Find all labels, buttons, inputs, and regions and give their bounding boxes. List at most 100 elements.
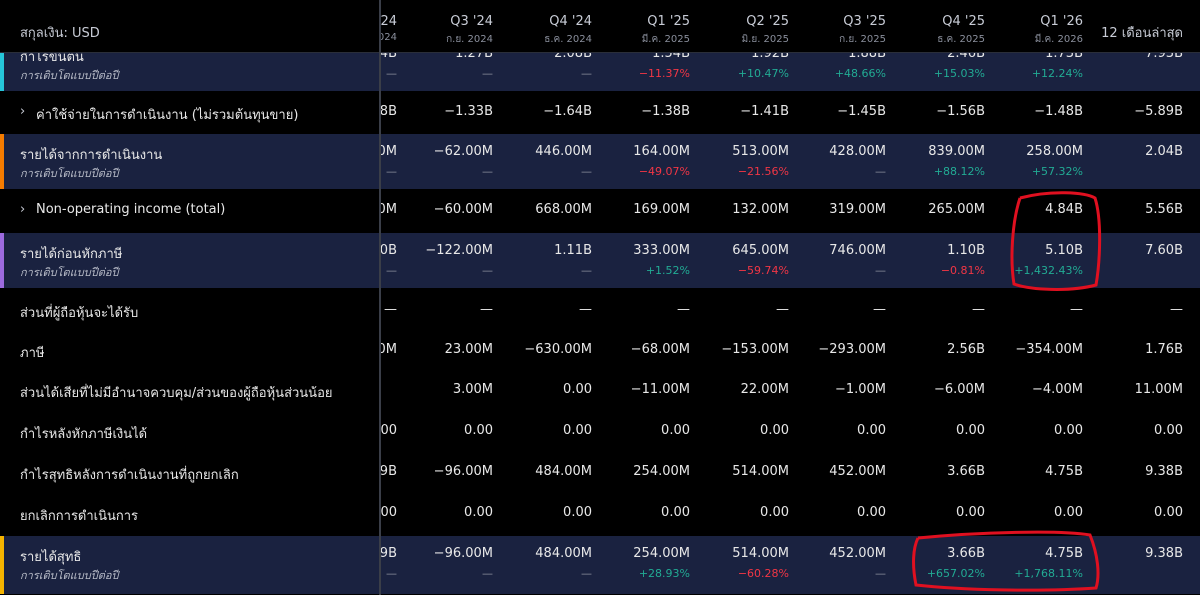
cell-value: 0.00 [857,505,886,520]
cell-value: 3.66B [947,464,985,479]
cell-value: 00 [380,505,397,520]
column-date: ก.ย. 2024 [446,34,493,45]
cell-value: −96.00M [433,546,493,561]
row-label: ส่วนได้เสียที่ไม่มีอำนาจควบคุม/ส่วนของผู… [20,386,333,401]
cell-value: — [1170,302,1183,317]
growth-value: — [581,567,592,580]
cell-value: 0.00 [563,423,592,438]
clipped-cell: 9B [380,452,400,493]
growth-label: การเติบโตแบบปีต่อปี [20,167,119,180]
growth-value: −60.28% [737,567,789,580]
growth-value: +10.47% [737,67,789,80]
cell-value: −62.00M [433,144,493,159]
growth-value: −59.74% [737,264,789,277]
table-row: กำไรสุทธิหลังการดำเนินงานที่ถูกยกเลิก 9B −… [0,452,1200,493]
column-date: ก.ย. 2025 [839,34,886,45]
column-period: Q2 '25 [746,14,789,29]
cell-value: 484.00M [535,464,592,479]
row-label: Non-operating income (total) [36,202,226,217]
cell-value: 9B [380,546,397,561]
cell-value: 0.00 [563,505,592,520]
cell-value: 514.00M [732,464,789,479]
cell-value: −1.48B [1034,104,1083,119]
growth-value: — [386,165,397,178]
growth-value: +15.03% [933,67,985,80]
cell-value: −6.00M [933,382,985,397]
cell-value: 5.56B [1145,202,1183,217]
column-date: มี.ค. 2026 [1034,34,1083,45]
cell-value: 7.60B [1145,243,1183,258]
column-date: ธ.ค. 2024 [544,34,592,45]
column-date: 024 [380,32,397,43]
cell-value: 2.04B [1145,144,1183,159]
cell-value: 0.00 [1154,505,1183,520]
cell-value: 22.00M [740,382,789,397]
cell-value: 258.00M [1026,144,1083,159]
cell-value: 23.00M [444,342,493,357]
growth-value: — [386,567,397,580]
column-period: 24 [380,14,397,29]
growth-value: — [482,165,493,178]
growth-value: — [875,264,886,277]
table-row: รายได้สุทธิ การเติบโตแบบปีต่อปี 9B −96.00M 4… [0,536,1200,594]
cell-value: 484.00M [535,546,592,561]
cell-value: 645.00M [732,243,789,258]
growth-value: — [386,264,397,277]
cell-value: 0M [380,342,397,357]
cell-value: 1.10B [947,243,985,258]
cell-value: — [873,302,886,317]
cell-value: 132.00M [732,202,789,217]
cell-value: −11.00M [630,382,690,397]
cell-value: −153.00M [721,342,789,357]
cell-value: 4.84B [1045,202,1083,217]
cell-value: 4.75B [1045,546,1083,561]
growth-value: +88.12% [933,165,985,178]
row-label: กำไรหลังหักภาษีเงินได้ [20,427,148,442]
column-period: Q4 '24 [549,14,592,29]
cell-value: −1.33B [444,104,493,119]
cell-value: — [677,302,690,317]
column-period: Q1 '26 [1040,14,1083,29]
table-header: สกุลเงิน: USD 24 024 Q3 '24 ก.ย. 2024 Q4 '24… [0,0,1200,53]
growth-value: −11.37% [638,67,690,80]
growth-value: +1,432.43% [1014,264,1083,277]
clipped-cell: 00 [380,493,400,534]
cell-value: −1.00M [834,382,886,397]
cell-value: 0.00 [1154,423,1183,438]
growth-value: — [581,264,592,277]
cell-value: −1.64B [543,104,592,119]
growth-value: — [875,165,886,178]
row-accent [0,134,4,189]
table-row: › ค่าใช้จ่ายในการดำเนินงาน (ไม่รวมต้นทุนข… [0,92,1200,133]
clipped-cell: — [380,233,400,288]
row-label: ส่วนที่ผู้ถือหุ้นจะได้รับ [20,306,139,321]
cell-value: — [480,302,493,317]
clipped-cell: 00 [380,411,400,452]
cell-value: −1.41B [740,104,789,119]
clipped-cell: 0M [380,190,400,231]
clipped-cell: 0M [380,330,400,371]
cell-value: 0.00 [661,423,690,438]
cell-value: 9.38B [1145,546,1183,561]
table-row: ภาษี 0M 23.00M −630.00M −68.00M −153.00M −293.… [0,330,1200,371]
table-row: ส่วนได้เสียที่ไม่มีอำนาจควบคุม/ส่วนของผู… [0,370,1200,411]
cell-value: 1.11B [554,243,592,258]
cell-value: 452.00M [829,464,886,479]
cell-value: 254.00M [633,546,690,561]
row-accent [0,233,4,288]
cell-value: 9B [380,464,397,479]
column-period: Q1 '25 [647,14,690,29]
cell-value: 428.00M [829,144,886,159]
column-period: Q4 '25 [942,14,985,29]
growth-value: −21.56% [737,165,789,178]
growth-label: การเติบโตแบบปีต่อปี [20,266,119,279]
cell-value: 5.10B [1045,243,1083,258]
cell-value: −5.89B [1134,104,1183,119]
cell-value: 839.00M [928,144,985,159]
cell-value: −60.00M [433,202,493,217]
expand-chevron: › [20,104,26,119]
growth-value: −49.07% [638,165,690,178]
cell-value: — [384,302,397,317]
cell-value: 0.00 [563,382,592,397]
